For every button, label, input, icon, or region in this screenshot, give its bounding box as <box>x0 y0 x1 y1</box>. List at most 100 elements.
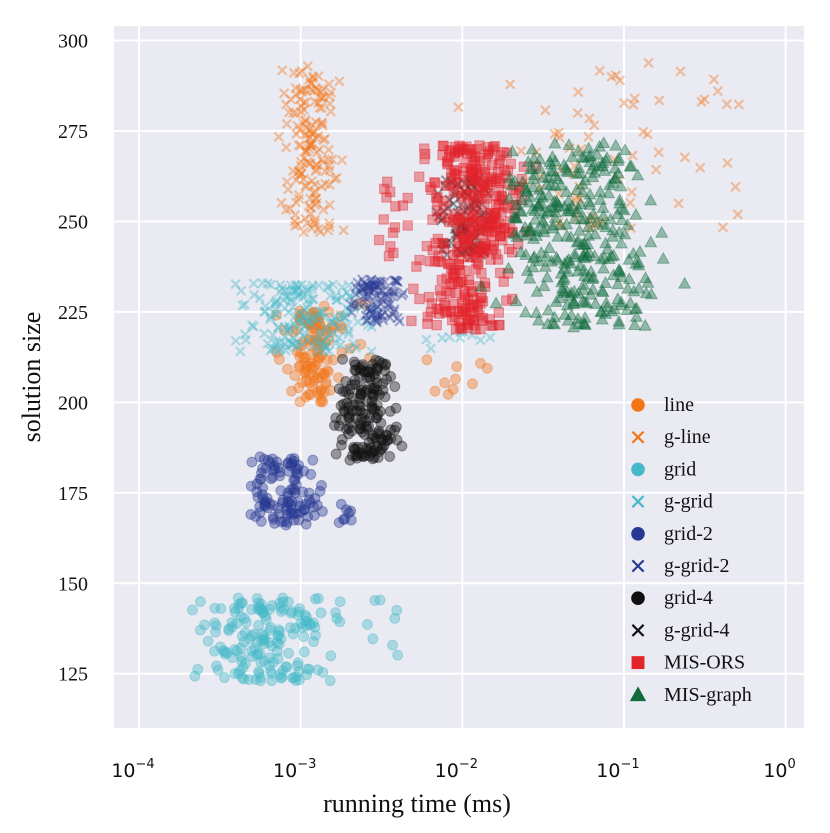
data-point-grid <box>255 603 267 615</box>
data-point-g-line <box>293 140 305 151</box>
data-point-line <box>296 377 308 389</box>
data-point-grid-4 <box>368 389 380 401</box>
data-point-grid-2 <box>289 474 301 486</box>
data-point-MIS-ORS <box>467 161 478 172</box>
data-point-MIS-graph <box>529 228 544 241</box>
data-point-g-grid <box>326 317 337 328</box>
data-point-line <box>305 340 317 352</box>
data-point-MIS-graph <box>611 153 625 166</box>
data-point-MIS-ORS <box>484 226 495 237</box>
data-point-MIS-graph <box>622 252 636 265</box>
data-point-MIS-ORS <box>489 208 500 220</box>
data-point-g-grid <box>278 337 290 348</box>
data-point-MIS-graph <box>576 185 590 198</box>
data-point-line <box>287 326 299 338</box>
data-point-MIS-ORS <box>504 216 516 227</box>
data-point-MIS-graph <box>547 310 562 323</box>
data-point-g-grid <box>455 326 467 338</box>
data-point-line <box>323 366 334 378</box>
data-point-grid-4 <box>353 447 365 459</box>
data-point-MIS-graph <box>522 195 536 208</box>
data-point-grid <box>218 672 230 683</box>
data-point-grid-4 <box>350 365 362 376</box>
data-point-MIS-graph <box>613 196 627 209</box>
data-point-MIS-ORS <box>474 247 485 258</box>
data-point-MIS-ORS <box>432 233 443 245</box>
data-point-MIS-graph <box>553 218 568 231</box>
y-tick-label-275: 275 <box>58 121 88 143</box>
data-point-grid-4 <box>357 448 369 460</box>
data-point-g-line <box>304 74 315 85</box>
data-point-g-grid-2 <box>382 298 393 310</box>
data-point-MIS-ORS <box>430 192 442 203</box>
data-point-g-line <box>540 105 551 116</box>
data-point-g-grid-4 <box>469 197 481 208</box>
data-point-MIS-graph <box>545 150 560 162</box>
data-point-grid-2 <box>286 508 298 520</box>
data-point-g-line <box>318 156 329 168</box>
data-point-g-line <box>310 193 322 204</box>
data-point-grid-2 <box>281 516 293 528</box>
data-point-MIS-graph <box>563 256 578 269</box>
data-point-MIS-graph <box>629 309 644 322</box>
data-point-g-grid-2 <box>350 281 362 293</box>
data-point-MIS-graph <box>509 294 523 307</box>
data-point-MIS-ORS <box>461 189 473 201</box>
data-point-grid <box>387 639 399 651</box>
legend-item-g-line: g-line <box>631 426 711 448</box>
data-point-g-line <box>300 116 311 127</box>
data-point-g-line <box>570 213 582 225</box>
data-point-grid-4 <box>356 389 368 400</box>
data-point-MIS-graph <box>571 264 585 277</box>
data-point-g-line <box>305 208 316 219</box>
data-point-MIS-graph <box>633 244 647 257</box>
data-point-g-grid-4 <box>456 248 467 259</box>
data-point-MIS-graph <box>600 300 614 313</box>
data-point-g-line <box>294 94 306 105</box>
data-point-MIS-ORS <box>461 240 472 252</box>
data-point-g-grid-2 <box>388 275 400 286</box>
data-point-grid <box>309 593 321 605</box>
data-point-grid-2 <box>272 502 284 514</box>
data-point-grid-2 <box>309 492 321 504</box>
data-point-grid-4 <box>343 408 355 420</box>
data-point-grid-4 <box>361 442 373 454</box>
data-point-MIS-ORS <box>470 201 481 212</box>
data-point-MIS-graph <box>570 235 584 248</box>
data-point-grid-2 <box>288 455 300 467</box>
data-point-MIS-ORS <box>472 305 484 316</box>
data-point-line <box>308 370 320 382</box>
data-point-MIS-ORS <box>440 300 451 311</box>
data-point-MIS-ORS <box>455 143 466 155</box>
data-point-MIS-graph <box>586 270 600 283</box>
y-axis-label: solution size <box>17 312 46 443</box>
data-point-grid-4 <box>344 454 356 466</box>
data-point-MIS-graph <box>624 159 638 172</box>
data-point-MIS-graph <box>602 252 616 265</box>
data-point-g-grid-2 <box>376 294 387 305</box>
data-point-grid <box>256 635 268 647</box>
data-point-grid-2 <box>292 508 304 519</box>
data-point-grid <box>296 621 308 633</box>
data-point-g-line <box>584 222 595 233</box>
data-point-grid <box>283 647 295 659</box>
data-point-grid-4 <box>347 399 359 411</box>
data-point-grid-4 <box>353 362 365 374</box>
data-point-line <box>303 318 314 330</box>
data-point-g-grid <box>315 326 326 337</box>
data-point-MIS-ORS <box>466 225 477 236</box>
data-point-g-grid-4 <box>466 229 477 240</box>
data-point-MIS-graph <box>504 178 519 191</box>
data-point-grid-2 <box>287 483 299 495</box>
data-point-grid-4 <box>346 379 358 391</box>
data-point-g-grid-4 <box>465 177 476 189</box>
data-point-g-line <box>295 84 306 96</box>
data-point-g-grid <box>292 337 304 348</box>
data-point-grid-4 <box>372 452 384 464</box>
data-point-MIS-ORS <box>477 312 489 324</box>
data-point-MIS-ORS <box>460 188 472 199</box>
data-point-g-line <box>520 176 531 187</box>
data-point-MIS-ORS <box>440 306 451 317</box>
data-point-grid <box>264 652 275 664</box>
data-point-MIS-ORS <box>452 147 464 158</box>
